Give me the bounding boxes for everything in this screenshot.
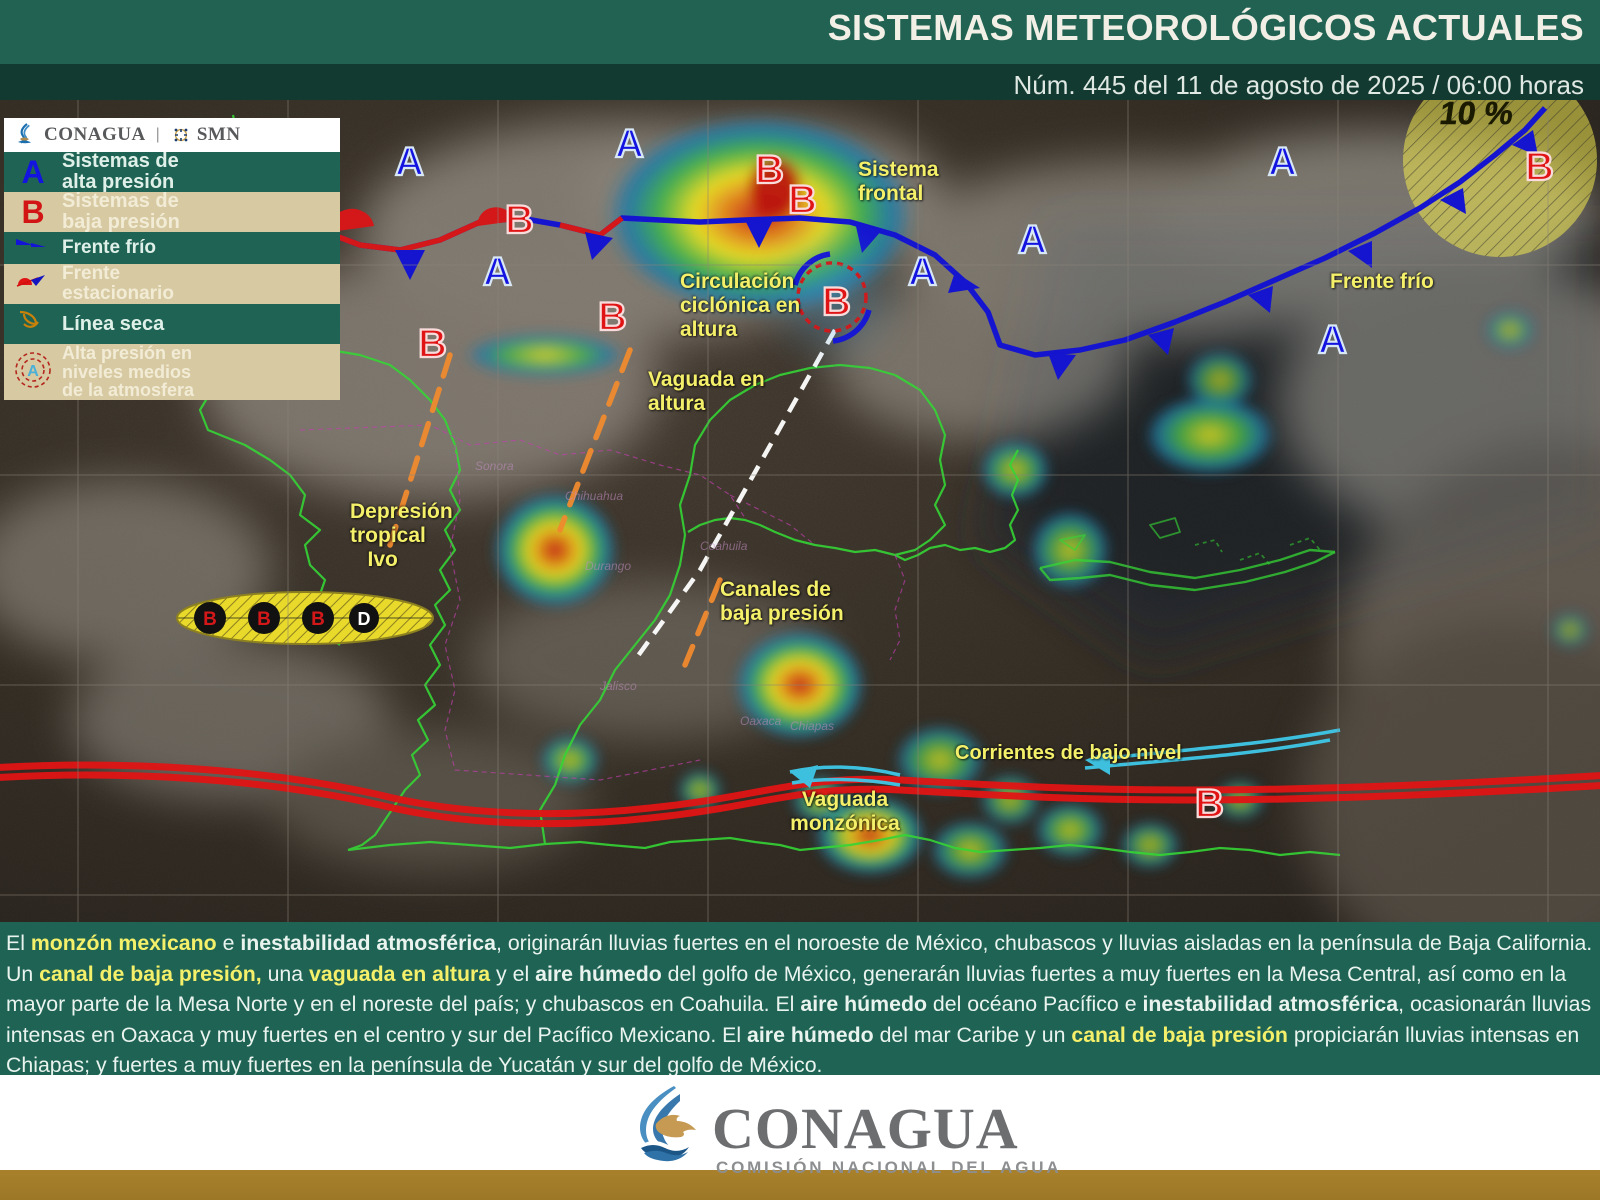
svg-text:A: A [27,363,39,380]
